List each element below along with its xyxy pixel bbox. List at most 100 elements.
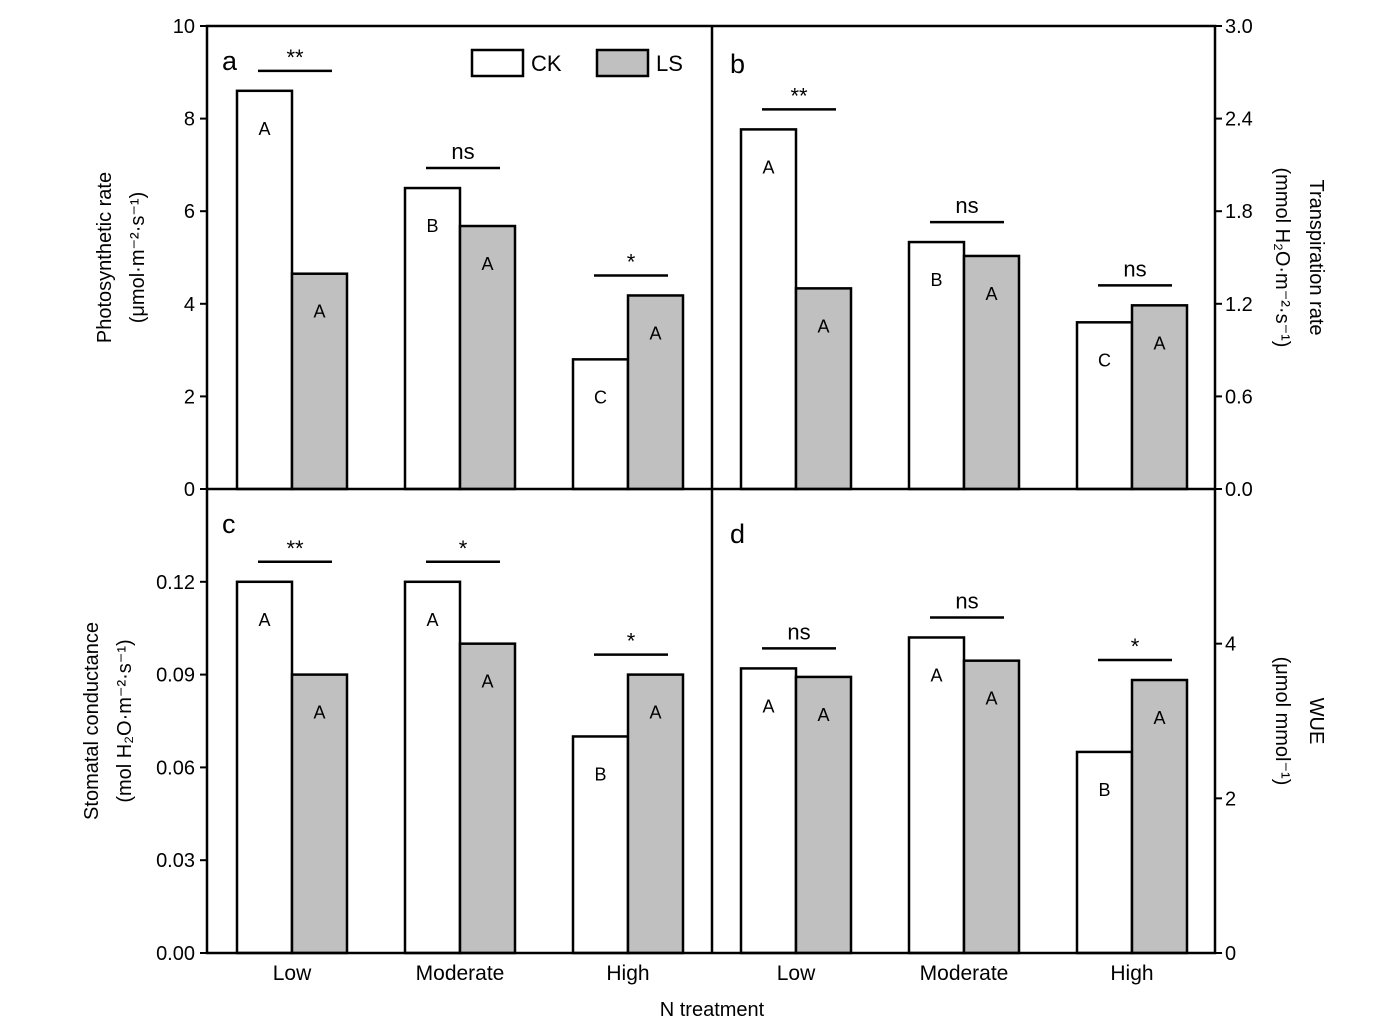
legend-label-ls: LS [656, 51, 683, 76]
group-letter-c-ls-1: A [481, 672, 493, 692]
panel-letter-a: a [222, 46, 238, 76]
group-letter-b-ck-1: B [930, 270, 942, 290]
ytick-label-b-4: 2.4 [1225, 109, 1253, 131]
significance-label-c-1: * [459, 536, 468, 561]
ytick-label-b-5: 3.0 [1225, 16, 1253, 38]
panel-letter-c: c [222, 509, 236, 539]
group-letter-d-ls-0: A [817, 705, 829, 725]
legend-label-ck: CK [531, 51, 562, 76]
bar-c-ls-moderate [458, 642, 517, 955]
group-letter-c-ck-2: B [594, 764, 606, 784]
bar-d-ls-low [794, 675, 853, 955]
ytick-label-c-4: 0.12 [156, 572, 195, 594]
significance-label-a-1: ns [451, 139, 474, 164]
ytick-label-a-5: 10 [173, 16, 195, 38]
bar-c-ck-low [235, 580, 294, 955]
bar-b-ck-low [739, 128, 798, 491]
panel-letter-b: b [730, 49, 745, 79]
ytick-label-b-3: 1.8 [1225, 201, 1253, 223]
significance-label-b-2: ns [1123, 256, 1146, 281]
panel-letter-d: d [730, 519, 745, 549]
bar-d-ck-low [739, 667, 798, 955]
significance-label-c-2: * [627, 629, 636, 654]
significance-label-b-1: ns [955, 193, 978, 218]
y-axis-unit-a: (μmol·m⁻²·s⁻¹) [127, 192, 149, 323]
ytick-label-a-3: 6 [184, 201, 195, 223]
bar-b-ck-moderate [907, 240, 966, 491]
ytick-label-a-4: 8 [184, 109, 195, 131]
group-letter-d-ck-1: A [930, 665, 942, 685]
group-letter-b-ls-0: A [817, 316, 829, 336]
group-letter-a-ls-1: A [481, 254, 493, 274]
x-tick-label-left-1: Moderate [416, 962, 505, 985]
bar-d-ls-moderate [962, 659, 1021, 955]
ytick-label-c-3: 0.09 [156, 665, 195, 687]
bar-d-ls-high [1130, 678, 1189, 955]
group-letter-c-ck-1: A [426, 610, 438, 630]
legend-swatch-ck [470, 48, 525, 78]
y-axis-unit-b: (mmol H₂O·m⁻²·s⁻¹) [1271, 168, 1293, 348]
bars-layer [235, 89, 1189, 955]
group-letter-d-ck-0: A [762, 696, 774, 716]
bar-a-ls-low [290, 272, 349, 491]
ytick-label-d-1: 2 [1225, 788, 1236, 810]
x-tick-label-left-2: High [606, 962, 649, 985]
bar-a-ls-high [626, 294, 685, 491]
ytick-label-c-0: 0.00 [156, 943, 195, 965]
group-letter-b-ls-1: A [985, 284, 997, 304]
significance-label-d-2: * [1131, 634, 1140, 659]
group-letter-b-ls-2: A [1153, 333, 1165, 353]
bar-c-ls-low [290, 673, 349, 955]
ytick-label-a-0: 0 [184, 479, 195, 501]
ticks-layer: 0 2 4 6 8 10 0.0 0.6 1.2 1.8 2.4 3.0 0.00 0.03 0.06 0.0… [156, 16, 1253, 965]
bar-b-ls-high [1130, 304, 1189, 491]
y-axis-title-d: WUE [1305, 698, 1327, 745]
x-tick-label-right-0: Low [777, 962, 816, 985]
significance-label-a-0: ** [286, 45, 304, 70]
group-letter-a-ls-0: A [313, 302, 325, 322]
group-letter-b-ck-0: A [762, 157, 774, 177]
y-axis-unit-d: (μmol mmol⁻¹) [1271, 657, 1293, 786]
x-tick-label-right-2: High [1110, 962, 1153, 985]
bar-b-ls-low [794, 287, 853, 491]
group-letter-d-ls-2: A [1153, 708, 1165, 728]
group-letter-c-ls-2: A [649, 703, 661, 723]
significance-label-c-0: ** [286, 536, 304, 561]
bar-b-ck-high [1075, 321, 1134, 491]
significance-label-d-1: ns [955, 588, 978, 613]
group-letter-c-ls-0: A [313, 703, 325, 723]
axes-frame [205, 24, 1217, 955]
bar-a-ck-low [235, 89, 294, 491]
bar-b-ls-moderate [962, 254, 1021, 491]
group-letter-b-ck-2: C [1098, 350, 1111, 370]
ytick-label-d-0: 0 [1225, 943, 1236, 965]
y-axis-unit-c: (mol H₂O·m⁻²·s⁻¹) [114, 639, 136, 802]
ytick-label-b-1: 0.6 [1225, 386, 1253, 408]
ytick-label-c-1: 0.03 [156, 850, 195, 872]
y-axis-title-b: Transpiration rate [1305, 180, 1327, 336]
x-axis-title: N treatment [660, 999, 765, 1021]
significance-label-b-0: ** [790, 83, 808, 108]
group-letter-a-ls-2: A [649, 323, 661, 343]
group-letter-c-ck-0: A [258, 610, 270, 630]
y-axis-title-c: Stomatal conductance [81, 622, 103, 820]
bar-a-ck-moderate [403, 186, 462, 491]
group-letter-d-ck-2: B [1098, 780, 1110, 800]
bar-d-ck-moderate [907, 636, 966, 955]
y-axis-title-a: Photosynthetic rate [94, 172, 116, 343]
bar-c-ls-high [626, 673, 685, 955]
x-tick-label-right-1: Moderate [920, 962, 1009, 985]
legend: CK LS [470, 48, 683, 78]
group-letter-a-ck-1: B [426, 216, 438, 236]
bar-a-ck-high [571, 358, 630, 491]
significance-label-d-0: ns [787, 619, 810, 644]
ytick-label-a-1: 2 [184, 386, 195, 408]
bar-c-ck-moderate [403, 580, 462, 955]
ytick-label-c-2: 0.06 [156, 757, 195, 779]
group-letter-a-ck-0: A [258, 119, 270, 139]
significance-label-a-2: * [627, 249, 636, 274]
ytick-label-b-0: 0.0 [1225, 479, 1253, 501]
legend-swatch-ls [595, 48, 650, 78]
